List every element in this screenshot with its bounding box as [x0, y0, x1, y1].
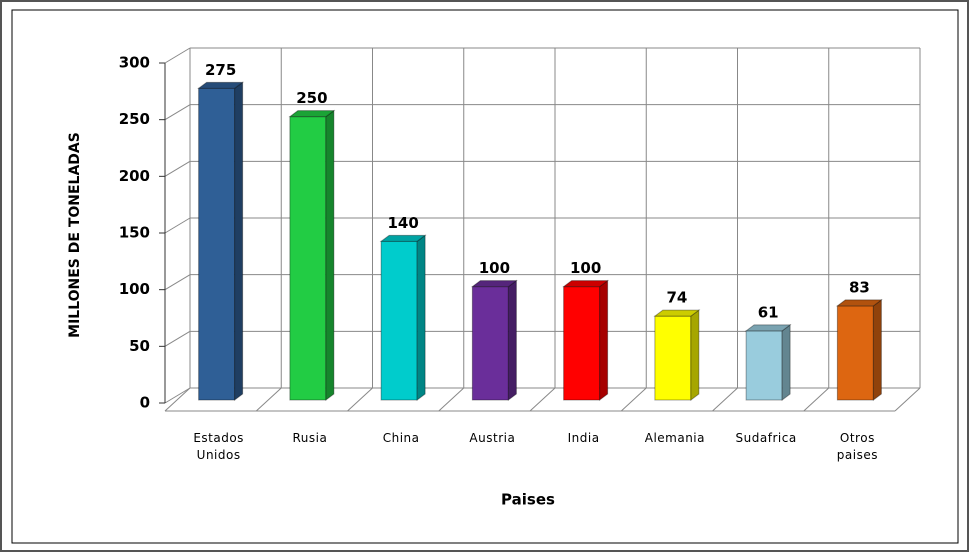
floor-line	[438, 387, 465, 412]
bar	[654, 315, 692, 401]
bar-side	[325, 109, 335, 401]
data-label: 250	[296, 89, 327, 107]
bar	[836, 305, 874, 401]
grid-side	[164, 274, 191, 291]
bar-top	[470, 280, 518, 288]
data-label: 100	[570, 259, 601, 277]
data-label: 83	[849, 278, 870, 296]
bar	[471, 286, 509, 401]
x-tick-label: Austria	[469, 431, 516, 445]
bar-side	[781, 323, 791, 401]
bar-top	[379, 234, 427, 242]
y-tick-label: 300	[119, 54, 150, 72]
bar-side	[416, 234, 426, 401]
grid-side	[164, 330, 191, 347]
bar-side	[599, 279, 609, 401]
bar	[380, 240, 418, 401]
floor-line	[255, 387, 282, 412]
x-tick-label: China	[382, 431, 420, 445]
floor-line	[620, 387, 647, 412]
y-axis-title: MILLONES DE TONELADAS	[67, 132, 83, 338]
data-label: 100	[479, 259, 510, 277]
bar	[745, 330, 783, 401]
grid-side	[164, 217, 191, 234]
bar	[289, 116, 327, 401]
bar-side	[234, 81, 244, 401]
floor-line	[164, 387, 191, 412]
y-tick-label: 100	[119, 280, 150, 298]
bar-side	[872, 298, 882, 401]
bar-top	[653, 309, 701, 317]
grid-side	[164, 160, 191, 177]
data-label: 140	[387, 214, 418, 232]
data-label: 74	[666, 289, 687, 307]
bar-top	[288, 110, 336, 118]
x-tick-label: India	[567, 431, 600, 445]
bar-side	[507, 279, 517, 401]
y-tick-label: 150	[119, 224, 150, 242]
y-tick-label: 0	[140, 394, 150, 412]
data-label: 275	[205, 61, 236, 79]
grid-side	[164, 387, 191, 404]
x-tick-label: Alemania	[644, 431, 705, 445]
floor-line	[894, 387, 921, 412]
x-axis-title: Paises	[501, 491, 555, 509]
grid-side	[164, 104, 191, 121]
floor-line	[712, 387, 738, 412]
x-tick-label: Sudafrica	[735, 431, 797, 445]
y-tick-label: 250	[119, 110, 150, 128]
floor-line	[803, 387, 830, 412]
floor-line	[347, 387, 373, 412]
bar	[198, 87, 236, 401]
x-tick-label: Rusia	[292, 431, 328, 445]
y-tick-label: 50	[129, 337, 150, 355]
bar-side	[690, 309, 700, 401]
bar-top	[197, 81, 245, 89]
bar-top	[744, 324, 792, 332]
x-tick-label: Estados Unidos	[193, 431, 244, 462]
floor-line	[529, 387, 556, 412]
data-label: 61	[758, 303, 779, 321]
x-tick-label: Otros paises	[836, 431, 878, 462]
bar	[563, 286, 601, 401]
grid-side	[164, 47, 191, 64]
chart-border	[11, 9, 959, 544]
bar-top	[562, 280, 610, 288]
y-tick-label: 200	[119, 167, 150, 185]
bar-top	[835, 299, 883, 307]
